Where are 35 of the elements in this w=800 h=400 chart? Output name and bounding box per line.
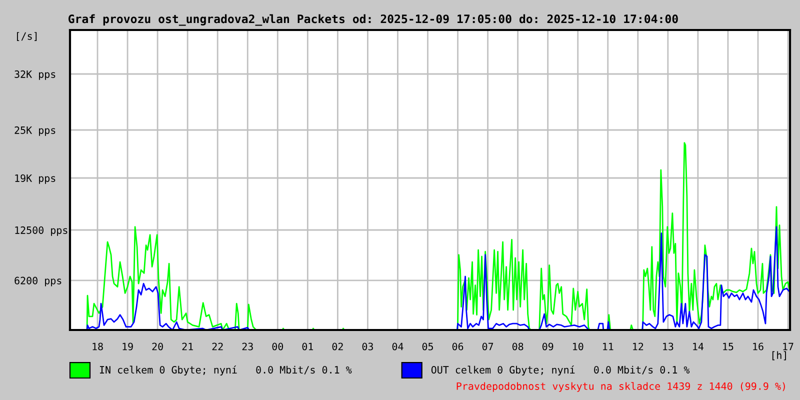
x-axis-title: [h] — [772, 351, 786, 360]
x-tick-label: 11 — [603, 342, 614, 350]
chart-title: Graf provozu ost_ungradova2_wlan Packets od: 2025-12-09 17:05:00 do: 2025-12-10 17:04:00 — [68, 14, 678, 26]
x-tick-label: 02 — [332, 342, 343, 350]
x-tick-label: 10 — [573, 342, 584, 350]
x-tick-label: 00 — [272, 342, 284, 350]
x-tick-label: 16 — [753, 342, 764, 350]
y-tick-label: 6200 pps — [14, 276, 62, 286]
x-tick-label: 13 — [663, 342, 674, 350]
y-tick-label: 32K pps — [14, 70, 56, 80]
x-tick-label: 20 — [152, 342, 163, 350]
x-tick-label: 14 — [693, 342, 704, 350]
y-axis-title: [/s] — [17, 32, 37, 42]
x-tick-label: 05 — [422, 342, 433, 350]
legend-label: OUT celkem 0 Gbyte; nyní 0.0 Mbit/s 0.1 % — [431, 365, 690, 376]
text: Pravdepodobnost vyskytu na skladce 1439 z 1440 (99.9 %) — [456, 382, 785, 392]
x-tick-label: 18 — [92, 342, 103, 350]
x-tick-label: 08 — [512, 342, 524, 350]
legend-label: IN celkem 0 Gbyte; nyní 0.0 Mbit/s 0.1 % — [100, 365, 352, 376]
x-tick-label: 12 — [633, 342, 644, 350]
x-tick-label: 03 — [362, 342, 373, 350]
x-tick-label: 22 — [212, 342, 223, 350]
x-tick-label: 19 — [122, 342, 133, 350]
y-tick-label: 19K pps — [15, 174, 56, 184]
x-tick-label: 01 — [302, 342, 314, 350]
x-tick-label: 09 — [542, 342, 554, 350]
x-tick-label: 23 — [242, 342, 253, 350]
x-tick-label: 21 — [182, 342, 193, 350]
x-tick-label: 06 — [452, 342, 464, 350]
x-tick-label: 07 — [482, 342, 494, 350]
x-tick-label: 17 — [783, 342, 794, 350]
y-tick-label: 12500 pps — [15, 226, 68, 236]
x-tick-label: 04 — [392, 342, 404, 350]
y-tick-label: 25K pps — [14, 126, 56, 136]
x-tick-label: 15 — [723, 342, 734, 350]
